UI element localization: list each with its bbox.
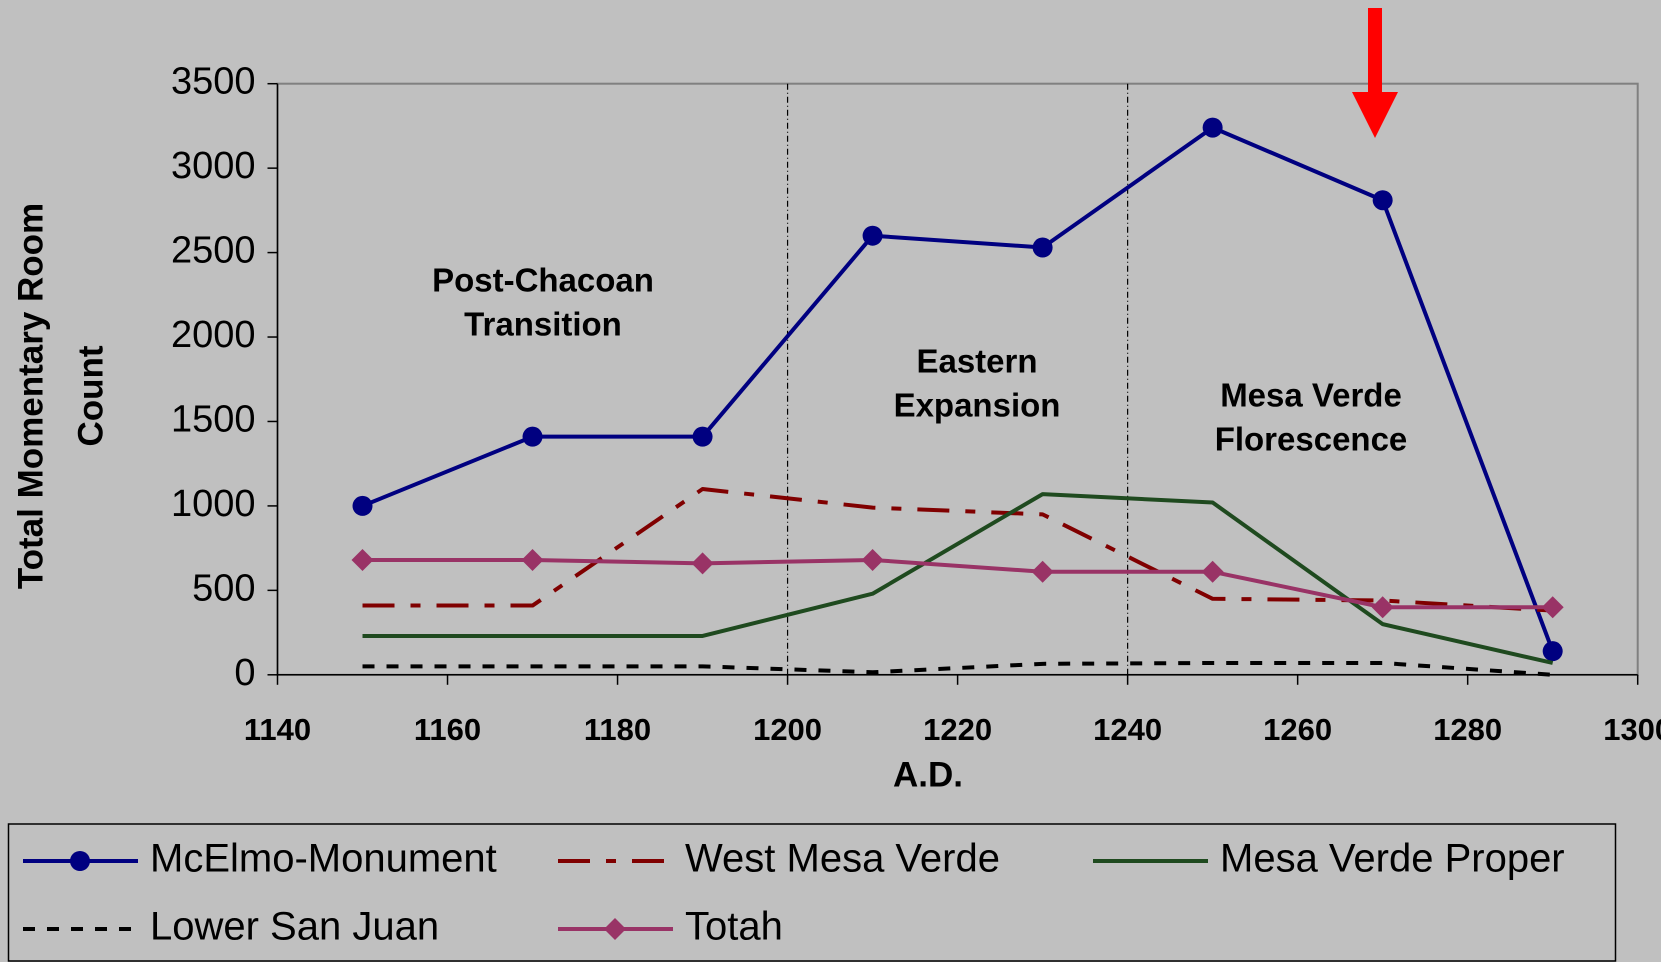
marker [352, 495, 373, 516]
annotation: Mesa Verde [1220, 377, 1402, 414]
y-tick-label: 1500 [171, 399, 256, 441]
marker [1541, 596, 1564, 619]
marker [1542, 641, 1563, 662]
legend-label: Totah [685, 905, 783, 949]
y-tick-label: 2000 [171, 314, 256, 356]
x-tick-label: 1200 [753, 712, 822, 747]
x-tick-label: 1280 [1433, 712, 1502, 747]
series-line [361, 125, 1555, 652]
marker [70, 851, 90, 871]
y-tick-label: 3500 [171, 61, 256, 103]
y-tick-label: 3000 [171, 145, 256, 187]
y-tick-label: 2500 [171, 230, 256, 272]
annotation: Post-Chacoan [432, 262, 654, 299]
marker [1031, 560, 1054, 583]
annotation: Expansion [894, 387, 1061, 424]
marker [861, 548, 884, 571]
series-line [362, 492, 1554, 665]
x-tick-label: 1160 [414, 712, 481, 747]
y-axis-title: Count [71, 345, 110, 446]
marker [1032, 237, 1053, 258]
marker [1372, 190, 1393, 211]
marker [692, 426, 713, 447]
marker [522, 426, 543, 447]
y-axis-title: Total Momentary Room [11, 203, 50, 589]
annotation: Eastern [916, 343, 1037, 380]
legend-label: McElmo-Monument [150, 837, 497, 881]
marker [351, 548, 374, 571]
x-axis-title: A.D. [893, 755, 963, 794]
legend-label: Lower San Juan [150, 905, 439, 949]
y-tick-label: 0 [234, 652, 255, 694]
x-tick-label: 1140 [244, 712, 311, 747]
red-arrow [1352, 8, 1398, 138]
y-tick-label: 500 [192, 567, 255, 609]
legend-label: Mesa Verde Proper [1220, 837, 1565, 881]
x-tick-label: 1180 [584, 712, 651, 747]
annotation: Florescence [1215, 421, 1408, 458]
x-tick-label: 1220 [923, 712, 992, 747]
annotation: Transition [464, 306, 622, 343]
marker [1371, 596, 1394, 619]
marker [862, 225, 883, 246]
marker [691, 552, 714, 575]
x-tick-label: 1300 [1603, 712, 1661, 747]
legend-label: West Mesa Verde [685, 837, 1000, 881]
legend [7, 823, 1617, 962]
marker [1201, 560, 1224, 583]
x-tick-label: 1260 [1263, 712, 1332, 747]
series-line [362, 557, 1553, 610]
marker [604, 918, 626, 940]
marker [1202, 117, 1223, 138]
plot-area [276, 82, 1639, 676]
x-tick-label: 1240 [1093, 712, 1162, 747]
y-tick-label: 1000 [171, 483, 256, 525]
marker [521, 548, 544, 571]
series-line [362, 660, 1553, 677]
